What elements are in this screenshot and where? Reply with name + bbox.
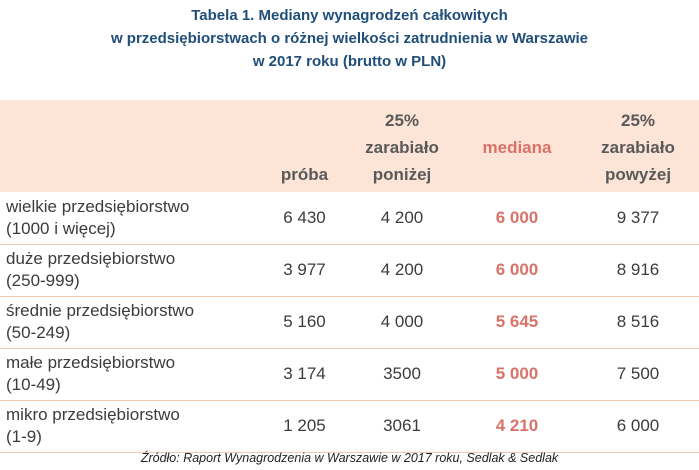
header-p75-line-2: zarabiało: [601, 138, 675, 157]
cell-p75: 8 516: [616, 312, 660, 331]
table-row: wielkie przedsiębiorstwo (1000 i więcej) …: [0, 192, 699, 244]
cell-p25: 4 200: [380, 207, 424, 227]
row-label-line-1: mikro przedsiębiorstwo: [6, 405, 180, 424]
table-row: średnie przedsiębiorstwo (50-249) 5 160 4…: [0, 296, 699, 348]
header-empty: [0, 100, 262, 192]
header-p75-line-3: powyżej: [604, 165, 672, 184]
header-p25-line-1: 25%: [384, 111, 420, 130]
table-row: duże przedsiębiorstwo (250-999) 3 977 4 2…: [0, 244, 699, 296]
title-line-1: Tabela 1. Mediany wynagrodzeń całkowityc…: [191, 7, 508, 24]
cell-p25: 4 000: [380, 312, 424, 331]
cell-proba: 3 174: [283, 364, 326, 383]
row-label: małe przedsiębiorstwo (10-49): [0, 348, 262, 400]
cell-median: 5 000: [495, 364, 539, 383]
cell-p75: 8 916: [616, 260, 660, 279]
row-label-line-1: duże przedsiębiorstwo: [6, 249, 176, 268]
row-label-line-2: (10-49): [6, 375, 61, 394]
cell-median: 5 645: [495, 312, 539, 331]
cell-proba: 3 977: [283, 260, 326, 279]
salary-table: próba 25% zarabiało poniżej mediana 25% …: [0, 100, 699, 453]
cell-p25: 3061: [383, 416, 421, 435]
cell-proba: 5 160: [283, 312, 326, 331]
title-line-2: w przedsiębiorstwach o różnej wielkości …: [110, 30, 589, 47]
header-median-label: mediana: [482, 138, 552, 157]
header-median: mediana: [457, 100, 577, 192]
cell-median: 4 210: [495, 416, 539, 435]
header-p25-line-3: poniżej: [372, 165, 432, 184]
table-row: mikro przedsiębiorstwo (1-9) 1 205 3061 4…: [0, 400, 699, 452]
row-label-line-1: średnie przedsiębiorstwo: [6, 301, 195, 320]
header-proba: próba: [280, 165, 329, 184]
row-label-line-2: (1-9): [6, 427, 42, 446]
title-line-3: w 2017 roku (brutto w PLN): [252, 53, 447, 70]
header-row: próba 25% zarabiało poniżej mediana 25% …: [0, 100, 699, 192]
row-label-line-1: małe przedsiębiorstwo: [6, 353, 176, 372]
table-title: Tabela 1. Mediany wynagrodzeń całkowityc…: [0, 4, 699, 73]
header-p75-line-1: 25%: [620, 111, 656, 130]
source-note: Źródło: Raport Wynagrodzenia w Warszawie…: [140, 451, 559, 465]
header-p25: 25% zarabiało poniżej: [347, 100, 457, 192]
row-label-line-2: (250-999): [6, 271, 80, 290]
cell-p25: 3500: [383, 364, 421, 383]
row-label-line-1: wielkie przedsiębiorstwo: [6, 196, 190, 216]
row-label-line-2: (1000 i więcej): [6, 218, 116, 238]
table-row: małe przedsiębiorstwo (10-49) 3 174 3500 …: [0, 348, 699, 400]
cell-p75: 6 000: [616, 416, 660, 435]
cell-p75: 9 377: [616, 207, 660, 227]
cell-p75: 7 500: [616, 364, 660, 383]
cell-proba: 1 205: [283, 416, 326, 435]
row-label: wielkie przedsiębiorstwo (1000 i więcej): [0, 192, 262, 244]
cell-median: 6 000: [495, 207, 539, 227]
row-label: duże przedsiębiorstwo (250-999): [0, 244, 262, 296]
cell-p25: 4 200: [380, 260, 424, 279]
cell-median: 6 000: [495, 260, 539, 279]
header-p25-line-2: zarabiało: [365, 138, 439, 157]
cell-proba: 6 430: [283, 207, 326, 227]
row-label: średnie przedsiębiorstwo (50-249): [0, 296, 262, 348]
row-label-line-2: (50-249): [6, 323, 71, 342]
header-p75: 25% zarabiało powyżej: [577, 100, 699, 192]
row-label: mikro przedsiębiorstwo (1-9): [0, 400, 262, 452]
